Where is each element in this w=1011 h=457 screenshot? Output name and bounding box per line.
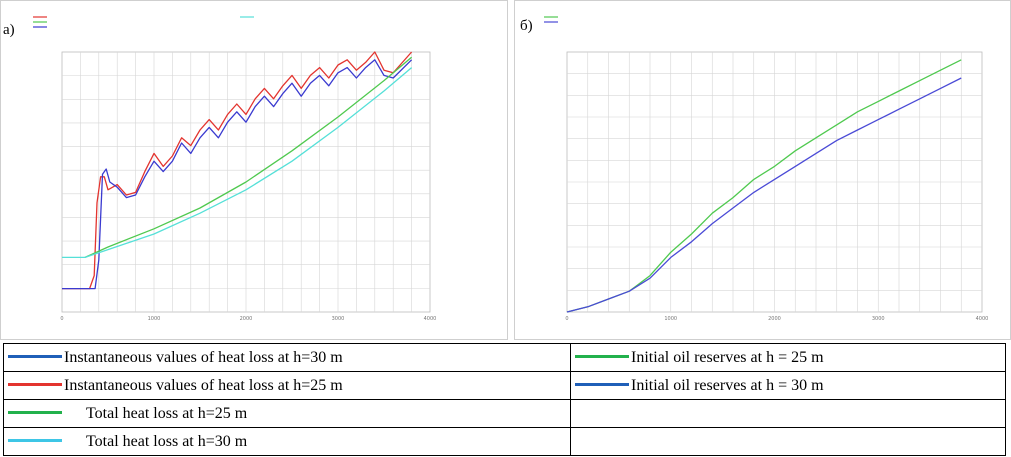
chart-b-frame [514, 0, 1011, 340]
chart-panel-b: б) 0 1000 2000 3000 4000 [514, 0, 1011, 340]
legend-label: Total heat loss at h=30 m [86, 432, 248, 450]
chart-panel-a: а) 0 1000 2000 3000 4000 [0, 0, 508, 340]
x-tick-label: 3000 [332, 316, 345, 322]
legend-cell: Instantaneous values of heat loss at h=3… [3, 343, 571, 372]
x-tick-label: 2000 [768, 316, 781, 322]
legend-swatch-green [575, 355, 629, 359]
legend-row: Total heat loss at h=25 m [3, 399, 1006, 428]
series-line [84, 56, 413, 258]
legend-label: Initial oil reserves at h = 25 m [631, 348, 824, 366]
legend-row: Instantaneous values of heat loss at h=3… [3, 343, 1006, 372]
legend-cell: Total heat loss at h=30 m [3, 427, 571, 456]
legend-label: Instantaneous values of heat loss at h=2… [64, 376, 343, 394]
panel-letter-a: а) [3, 22, 15, 38]
chart-b-x-ticks: 0 1000 2000 3000 4000 [565, 316, 988, 322]
chart-b-grid [566, 51, 983, 313]
legend-cell: Total heat loss at h=25 m [3, 399, 571, 428]
series-line [62, 59, 413, 290]
panel-letter-b: б) [520, 18, 533, 34]
series-line [62, 67, 413, 259]
legend-swatch-red [8, 383, 62, 387]
legend-label: Total heat loss at h=25 m [86, 404, 248, 422]
chart-a-legend [33, 16, 254, 28]
legend-cell: Initial oil reserves at h = 25 m [570, 343, 1006, 372]
x-tick-label: 2000 [240, 316, 253, 322]
chart-a-frame [0, 0, 508, 340]
legend-swatch-green [8, 411, 62, 415]
x-tick-label: 4000 [976, 316, 989, 322]
x-tick-label: 1000 [664, 316, 677, 322]
x-tick-label: 3000 [872, 316, 885, 322]
legend-swatch-blue [575, 383, 629, 387]
legend-row: Instantaneous values of heat loss at h=2… [3, 371, 1006, 400]
series-line [566, 77, 962, 313]
legend-swatch-blue [8, 355, 62, 359]
legend-swatch-cyan [8, 439, 62, 443]
legend-row: Total heat loss at h=30 m [3, 427, 1006, 456]
legend-cell: Instantaneous values of heat loss at h=2… [3, 371, 571, 400]
chart-b-series [566, 59, 962, 313]
legend-cell: Initial oil reserves at h = 30 m [570, 371, 1006, 400]
legend-table: Instantaneous values of heat loss at h=3… [3, 343, 1006, 456]
chart-a-grid [61, 51, 431, 313]
chart-b-legend [544, 16, 558, 23]
x-tick-label: 4000 [424, 316, 437, 322]
legend-label: Initial oil reserves at h = 30 m [631, 376, 824, 394]
legend-cell-empty [570, 427, 1006, 456]
chart-a-x-ticks: 0 1000 2000 3000 4000 [60, 316, 436, 322]
chart-a-series [62, 51, 413, 290]
legend-cell-empty [570, 399, 1006, 428]
legend-label: Instantaneous values of heat loss at h=3… [64, 348, 343, 366]
x-tick-label: 1000 [148, 316, 161, 322]
chart-a-svg: а) 0 1000 2000 3000 4000 [0, 0, 508, 340]
chart-b-svg: б) 0 1000 2000 3000 4000 [514, 0, 1011, 340]
x-tick-label: 0 [565, 316, 568, 322]
series-line [62, 51, 413, 290]
x-tick-label: 0 [60, 316, 63, 322]
